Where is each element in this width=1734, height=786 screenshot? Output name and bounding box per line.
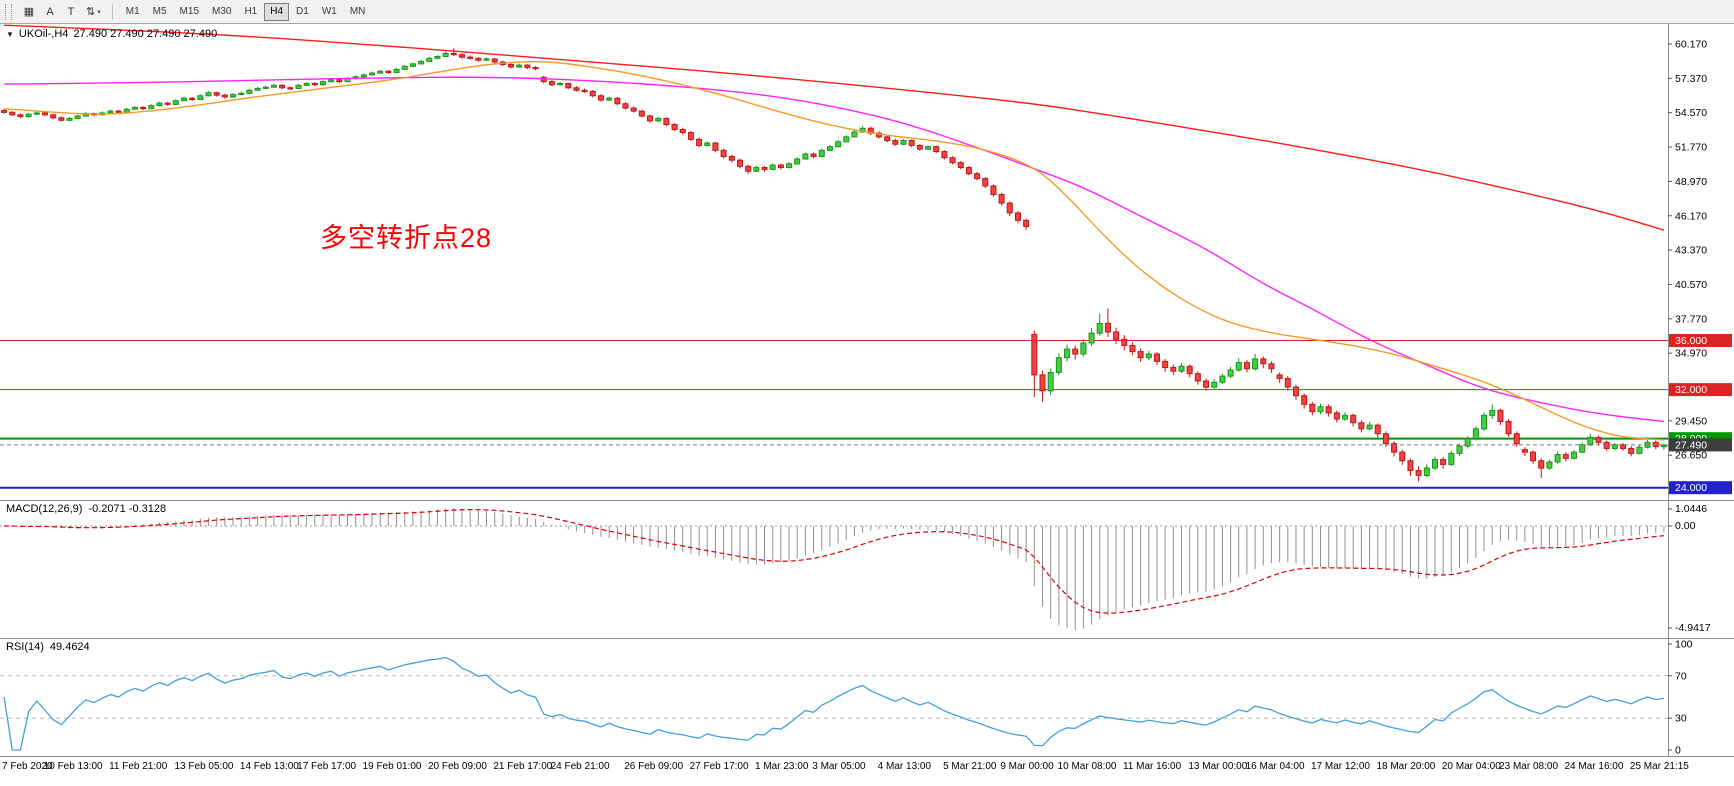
time-axis-label: 10 Mar 08:00	[1057, 761, 1117, 772]
chart-grid-button[interactable]: ▦	[19, 2, 39, 21]
chart-text-annotation[interactable]: 多空转折点28	[320, 223, 493, 253]
text-tool-button[interactable]: T	[61, 2, 81, 21]
price-axis-label: 34.970	[1675, 348, 1707, 360]
cursor-a-button[interactable]: A	[40, 2, 60, 21]
macd-canvas[interactable]: 1.0446 0.00 -4.9417	[0, 500, 1734, 638]
price-axis-label: 26.650	[1675, 450, 1707, 462]
time-axis-label: 11 Feb 21:00	[109, 761, 168, 772]
rsi-axis-label: 100	[1675, 639, 1693, 651]
svg-text:36.000: 36.000	[1675, 335, 1707, 347]
time-axis[interactable]: 7 Feb 2020 10 Feb 13:00 11 Feb 21:00 13 Feb…	[0, 756, 1734, 786]
time-axis-label: 21 Feb 17:00	[493, 761, 553, 772]
time-axis-label: 20 Feb 09:00	[427, 761, 487, 772]
timeframe-button-mn[interactable]: MN	[344, 3, 372, 21]
ohlc-readout: 27.490 27.490 27.490 27.490	[73, 28, 218, 40]
time-axis-label: 1 Mar 23:00	[755, 761, 809, 772]
time-axis-label: 25 Mar 21:15	[1629, 761, 1689, 772]
rsi-value: 49.4624	[49, 641, 90, 653]
timeframe-button-m1[interactable]: M1	[120, 3, 146, 21]
timeframe-button-m15[interactable]: M15	[174, 3, 205, 21]
rsi-axis-label: 30	[1675, 713, 1687, 725]
macd-panel[interactable]: 1.0446 0.00 -4.9417 MACD(12,26,9) -0.2071 …	[0, 500, 1734, 638]
time-axis-label: 17 Mar 12:00	[1311, 761, 1370, 772]
timeframe-button-m5[interactable]: M5	[147, 3, 173, 21]
price-axis-label: 57.370	[1675, 73, 1707, 85]
time-axis-label: 23 Mar 08:00	[1499, 761, 1559, 772]
price-badge-24.000: 24.000	[1669, 481, 1732, 495]
time-axis-label: 27 Feb 17:00	[689, 761, 749, 772]
price-axis-label: 46.170	[1675, 210, 1707, 222]
price-axis-label: 43.370	[1675, 245, 1707, 257]
time-axis-label: 10 Feb 13:00	[43, 761, 103, 772]
time-axis-label: 14 Feb 13:00	[239, 761, 299, 772]
main-chart-canvas[interactable]: 60.170 57.370 54.570 51.770 48.970 46.170 43.3…	[0, 24, 1734, 500]
current-price-badge: 27.490	[1669, 438, 1732, 452]
price-badge-32.000: 32.000	[1669, 383, 1732, 397]
scroll-tool-button[interactable]: ⇅ ▾	[82, 2, 105, 21]
price-axis-label: 48.970	[1675, 176, 1707, 188]
rsi-axis-label: 0	[1675, 745, 1681, 757]
symbol-title: UKOil-,H4	[18, 28, 69, 40]
time-axis-label: 3 Mar 05:00	[812, 761, 866, 772]
price-axis-label: 29.450	[1675, 415, 1707, 427]
macd-signal-line	[4, 509, 1664, 614]
macd-label: MACD(12,26,9)	[6, 503, 83, 515]
price-axis-label: 37.770	[1675, 313, 1707, 325]
time-axis-label: 13 Mar 00:00	[1188, 761, 1248, 772]
price-axis-label: 51.770	[1675, 142, 1707, 154]
candles	[1, 47, 1667, 482]
time-axis-label: 5 Mar 21:00	[943, 761, 997, 772]
timeframe-button-h1[interactable]: H1	[238, 3, 263, 21]
time-axis-label: 17 Feb 17:00	[297, 761, 357, 772]
macd-axis-label: 0.00	[1675, 520, 1696, 532]
time-axis-label: 19 Feb 01:00	[362, 761, 422, 772]
time-axis-label: 13 Feb 05:00	[174, 761, 234, 772]
rsi-canvas[interactable]: 100 70 30 0	[0, 638, 1734, 756]
time-axis-label: 24 Mar 16:00	[1564, 761, 1624, 772]
timeframe-button-w1[interactable]: W1	[316, 3, 343, 21]
timeframe-button-m30[interactable]: M30	[206, 3, 237, 21]
macd-axis-label: -4.9417	[1675, 622, 1711, 634]
dropdown-caret-icon: ▾	[97, 8, 101, 16]
timeframe-toolbar: M1 M5 M15 M30 H1 H4 D1 W1 MN	[120, 2, 372, 21]
rsi-line	[3, 656, 1664, 751]
time-axis-label: 7 Feb 2020	[2, 761, 53, 772]
price-axis-label: 40.570	[1675, 279, 1707, 291]
time-axis-label: 18 Mar 20:00	[1376, 761, 1436, 772]
svg-text:24.000: 24.000	[1675, 482, 1707, 494]
time-axis-label: 20 Mar 04:00	[1441, 761, 1501, 772]
macd-header: MACD(12,26,9) -0.2071 -0.3128	[6, 503, 166, 515]
time-axis-label: 4 Mar 13:00	[877, 761, 932, 772]
time-axis-label: 11 Mar 16:00	[1122, 761, 1182, 772]
rsi-label: RSI(14)	[6, 641, 44, 653]
ma-slow-red-line	[4, 24, 1665, 231]
tool-buttons: ▦ A T ⇅ ▾	[19, 2, 105, 21]
timeframe-button-h4[interactable]: H4	[264, 2, 290, 21]
main-toolbar: ▦ A T ⇅ ▾ M1 M5 M15 M30 H1 H4 D1 W1 MN	[0, 0, 1734, 24]
rsi-panel[interactable]: 100 70 30 0 RSI(14) 49.4624	[0, 638, 1734, 756]
toolbar-drag-handle[interactable]	[5, 3, 12, 20]
time-axis-label: 9 Mar 00:00	[1000, 761, 1054, 772]
main-chart-panel[interactable]: 60.170 57.370 54.570 51.770 48.970 46.170 43.3…	[0, 24, 1734, 500]
price-axis-label: 60.170	[1675, 39, 1707, 51]
time-axis-label: 26 Feb 09:00	[624, 761, 684, 772]
svg-text:27.490: 27.490	[1675, 439, 1707, 451]
time-axis-label: 24 Feb 21:00	[550, 761, 610, 772]
toolbar-separator	[111, 3, 113, 20]
timeframe-button-d1[interactable]: D1	[290, 3, 315, 21]
chart-header: ▼ UKOil-,H4 27.490 27.490 27.490 27.490	[6, 28, 217, 40]
macd-values: -0.2071 -0.3128	[88, 503, 167, 515]
price-axis-label: 54.570	[1675, 107, 1707, 119]
svg-text:32.000: 32.000	[1675, 384, 1707, 396]
rsi-header: RSI(14) 49.4624	[6, 641, 90, 653]
macd-axis-label: 1.0446	[1675, 503, 1707, 515]
rsi-axis-label: 70	[1675, 670, 1687, 682]
symbol-dropdown-icon[interactable]: ▼	[6, 29, 14, 39]
ma-fast-orange-line	[4, 60, 1664, 441]
ma-mid-magenta-line	[4, 76, 1664, 423]
time-axis-label: 16 Mar 04:00	[1245, 761, 1305, 772]
macd-histogram	[11, 508, 1665, 630]
price-badge-36.000: 36.000	[1669, 334, 1732, 347]
